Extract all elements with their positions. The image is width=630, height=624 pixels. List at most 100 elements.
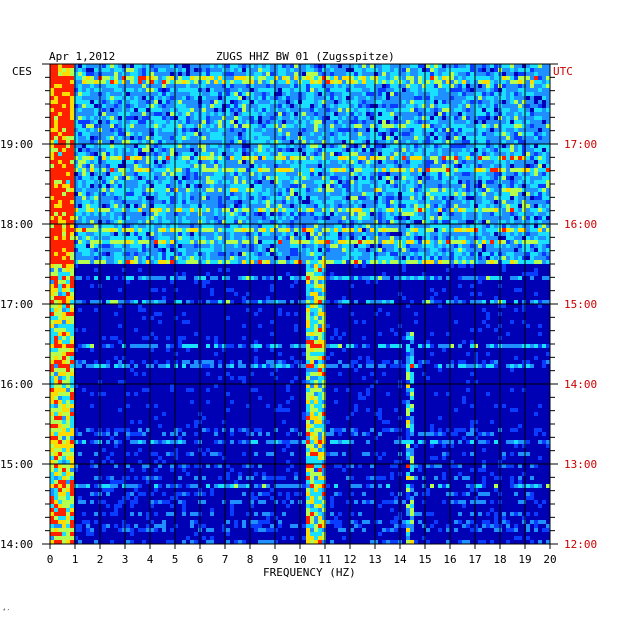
spectrogram-cell [454, 148, 458, 152]
spectrogram-cell [522, 124, 526, 128]
spectrogram-cell [194, 96, 198, 100]
spectrogram-cell [202, 188, 206, 192]
spectrogram-cell [226, 88, 230, 92]
spectrogram-cell [94, 136, 98, 140]
spectrogram-cell [58, 108, 62, 112]
spectrogram-cell [158, 120, 162, 124]
spectrogram-cell [402, 200, 406, 204]
spectrogram-cell [522, 92, 526, 96]
spectrogram-cell [402, 204, 406, 208]
spectrogram-cell [102, 152, 106, 156]
spectrogram-cell [230, 224, 234, 228]
spectrogram-cell [486, 180, 490, 184]
spectrogram-cell [394, 168, 398, 172]
spectrogram-cell [174, 200, 178, 204]
spectrogram-cell [314, 136, 318, 140]
spectrogram-cell [50, 216, 54, 220]
spectrogram-cell [74, 136, 78, 140]
spectrogram-cell [470, 152, 474, 156]
spectrogram-cell [170, 80, 174, 84]
spectrogram-cell [382, 156, 386, 160]
spectrogram-cell [510, 80, 514, 84]
spectrogram-cell [54, 180, 58, 184]
spectrogram-cell [338, 212, 342, 216]
spectrogram-cell [102, 136, 106, 140]
spectrogram-cell [542, 160, 546, 164]
spectrogram-cell [454, 72, 458, 76]
spectrogram-cell [330, 168, 334, 172]
spectrogram-cell [138, 196, 142, 200]
spectrogram-cell [266, 148, 270, 152]
spectrogram-cell [90, 216, 94, 220]
spectrogram-cell [526, 220, 530, 224]
spectrogram-cell [294, 160, 298, 164]
spectrogram-cell [202, 100, 206, 104]
spectrogram-cell [178, 164, 182, 168]
spectrogram-cell [386, 128, 390, 132]
spectrogram-cell [330, 188, 334, 192]
spectrogram-cell [186, 200, 190, 204]
spectrogram-cell [486, 140, 490, 144]
spectrogram-cell [78, 76, 82, 80]
spectrogram-cell [122, 176, 126, 180]
spectrogram-cell [130, 140, 134, 144]
spectrogram-cell [126, 100, 130, 104]
spectrogram-cell [310, 208, 314, 212]
spectrogram-cell [414, 76, 418, 80]
spectrogram-cell [310, 220, 314, 224]
spectrogram-cell [122, 168, 126, 172]
spectrogram-cell [522, 156, 526, 160]
spectrogram-cell [150, 84, 154, 88]
spectrogram-cell [306, 220, 310, 224]
spectrogram-cell [258, 124, 262, 128]
spectrogram-cell [134, 160, 138, 164]
spectrogram-cell [302, 168, 306, 172]
spectrogram-cell [310, 76, 314, 80]
spectrogram-cell [66, 108, 70, 112]
spectrogram-cell [110, 68, 114, 72]
spectrogram-cell [242, 156, 246, 160]
spectrogram-cell [182, 208, 186, 212]
spectrogram-cell [390, 88, 394, 92]
spectrogram-cell [342, 72, 346, 76]
spectrogram-cell [510, 116, 514, 120]
spectrogram-cell [106, 148, 110, 152]
spectrogram-cell [542, 92, 546, 96]
spectrogram-cell [130, 92, 134, 96]
spectrogram-cell [430, 120, 434, 124]
spectrogram-cell [58, 84, 62, 88]
spectrogram-cell [426, 160, 430, 164]
spectrogram-cell [202, 152, 206, 156]
spectrogram-cell [502, 128, 506, 132]
spectrogram-cell [142, 92, 146, 96]
spectrogram-cell [118, 96, 122, 100]
spectrogram-cell [346, 88, 350, 92]
spectrogram-cell [334, 228, 338, 232]
spectrogram-cell [390, 144, 394, 148]
spectrogram-cell [350, 120, 354, 124]
spectrogram-cell [330, 216, 334, 220]
spectrogram-cell [514, 180, 518, 184]
spectrogram-cell [418, 216, 422, 220]
spectrogram-cell [458, 224, 462, 228]
spectrogram-cell [190, 184, 194, 188]
spectrogram-cell [518, 152, 522, 156]
spectrogram-cell [118, 148, 122, 152]
spectrogram-cell [190, 84, 194, 88]
spectrogram-cell [278, 168, 282, 172]
spectrogram-cell [530, 188, 534, 192]
spectrogram-cell [486, 76, 490, 80]
spectrogram-cell [238, 228, 242, 232]
spectrogram-cell [194, 76, 198, 80]
spectrogram-cell [386, 68, 390, 72]
spectrogram-cell [386, 228, 390, 232]
spectrogram-cell [506, 164, 510, 168]
spectrogram-cell [474, 108, 478, 112]
spectrogram-cell [278, 152, 282, 156]
spectrogram-cell [170, 176, 174, 180]
spectrogram-cell [438, 192, 442, 196]
spectrogram-cell [386, 100, 390, 104]
spectrogram-cell [314, 168, 318, 172]
spectrogram-cell [466, 92, 470, 96]
spectrogram-cell [442, 68, 446, 72]
